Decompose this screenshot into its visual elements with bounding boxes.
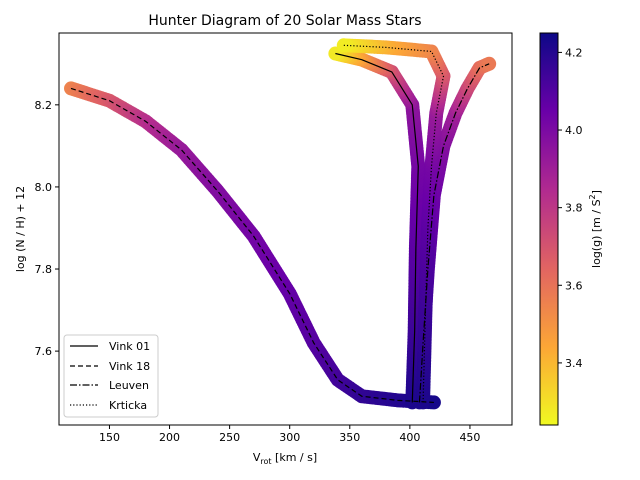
x-tick-label: 350 xyxy=(339,431,360,444)
x-axis-label: Vrot [km / s] xyxy=(253,451,317,466)
colorbar-label-exp: 2 xyxy=(588,194,597,199)
colorbar-label: log(g) [m / S2] xyxy=(588,190,603,268)
colorbar-tick-label: 4.0 xyxy=(565,124,583,137)
colorbar-tick-label: 3.8 xyxy=(565,202,583,215)
x-tick-label: 200 xyxy=(159,431,180,444)
y-tick-label: 8.2 xyxy=(35,99,53,112)
y-tick-label: 7.6 xyxy=(35,345,53,358)
x-tick-label: 150 xyxy=(99,431,120,444)
x-axis-label-sub: rot xyxy=(260,457,271,466)
y-tick-label: 8.0 xyxy=(35,181,53,194)
legend: Vink 01 Vink 18 Leuven Krticka xyxy=(63,334,159,418)
colorbar-label-s: S xyxy=(590,199,603,206)
y-axis-ticks: 7.6 7.8 8.0 8.2 xyxy=(35,99,59,358)
legend-box xyxy=(63,334,159,418)
colorbar-tick-label: 3.4 xyxy=(565,357,583,370)
colorbar-tick-label: 4.2 xyxy=(565,46,583,59)
x-tick-label: 300 xyxy=(279,431,300,444)
x-tick-label: 250 xyxy=(219,431,240,444)
colorbar-label-end: ] xyxy=(590,190,603,194)
x-tick-label: 400 xyxy=(399,431,420,444)
series-line-vink-01 xyxy=(335,52,419,403)
x-tick-label: 450 xyxy=(459,431,480,444)
x-axis-label-rest: [km / s] xyxy=(272,451,318,464)
legend-label-vink18: Vink 18 xyxy=(109,360,150,373)
chart-title: Hunter Diagram of 20 Solar Mass Stars xyxy=(148,13,421,29)
colorbar-ticks: 3.4 3.6 3.8 4.0 4.2 xyxy=(558,46,583,370)
y-tick-label: 7.8 xyxy=(35,263,53,276)
x-axis-ticks: 150 200 250 300 350 400 450 xyxy=(99,425,480,444)
plot-frame xyxy=(58,32,513,426)
y-axis-label: log (N / H) + 12 xyxy=(14,186,27,272)
x-axis-label-main: V xyxy=(253,451,261,464)
colorbar-label-main: log(g) [m / xyxy=(590,206,603,268)
legend-label-leuven: Leuven xyxy=(109,379,149,392)
series-line-vink-18 xyxy=(70,87,434,404)
colorbar-gradient xyxy=(539,32,559,426)
legend-label-krticka: Krticka xyxy=(109,399,147,412)
colorbar-tick-label: 3.6 xyxy=(565,279,583,292)
legend-label-vink01: Vink 01 xyxy=(109,340,150,353)
colorbar: 3.4 3.6 3.8 4.0 4.2 log(g) [m / S2] xyxy=(539,32,603,426)
line-layer xyxy=(70,44,490,404)
